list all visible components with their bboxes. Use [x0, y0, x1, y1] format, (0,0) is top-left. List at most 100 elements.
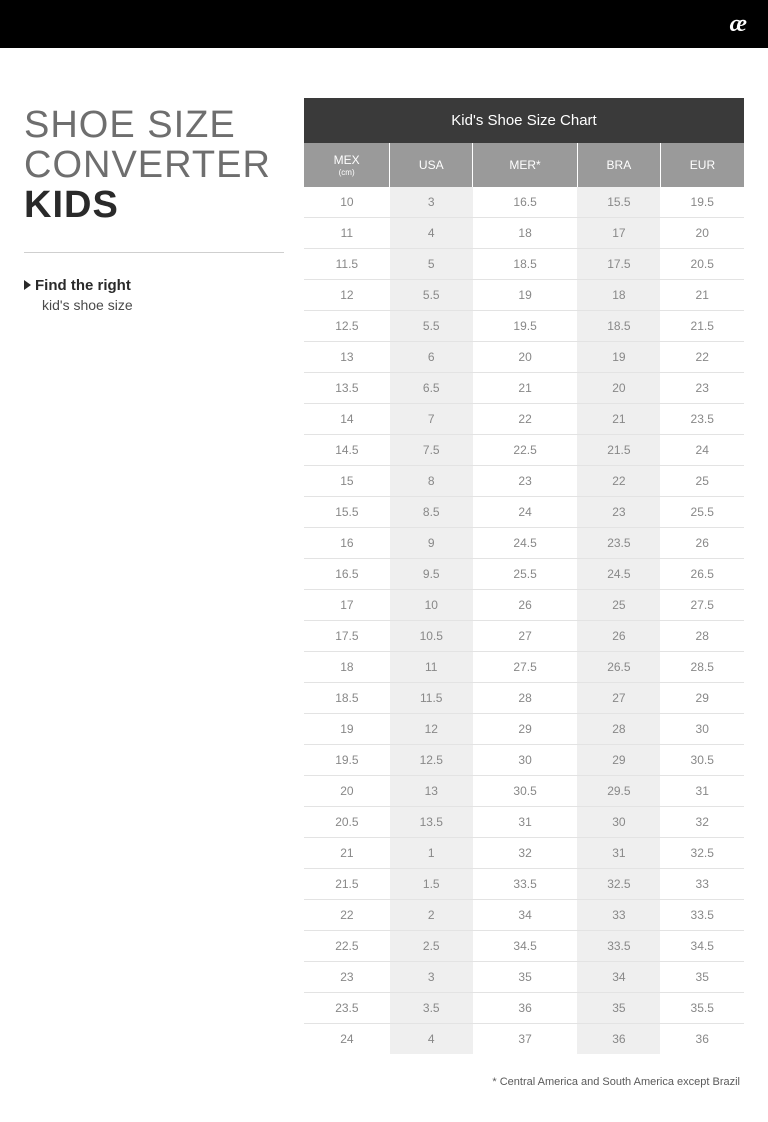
table-row: 13.56.5212023 — [304, 373, 744, 404]
triangle-icon — [24, 280, 31, 290]
table-cell: 21 — [577, 404, 660, 435]
table-row: 19.512.5302930.5 — [304, 745, 744, 776]
table-cell: 7 — [390, 404, 473, 435]
table-cell: 10.5 — [390, 621, 473, 652]
footnote: * Central America and South America exce… — [0, 1064, 768, 1112]
table-cell: 23 — [304, 962, 390, 993]
col-header: BRA — [577, 143, 660, 187]
table-cell: 27 — [577, 683, 660, 714]
table-cell: 37 — [473, 1024, 578, 1055]
table-cell: 9.5 — [390, 559, 473, 590]
table-cell: 26.5 — [660, 559, 744, 590]
table-cell: 29.5 — [577, 776, 660, 807]
col-header: MEX(cm) — [304, 143, 390, 187]
table-cell: 34 — [577, 962, 660, 993]
table-cell: 11.5 — [390, 683, 473, 714]
table-cell: 21.5 — [660, 311, 744, 342]
table-cell: 20 — [304, 776, 390, 807]
table-cell: 36 — [473, 993, 578, 1024]
table-body: 10316.515.519.511418172011.5518.517.520.… — [304, 187, 744, 1054]
table-cell: 28.5 — [660, 652, 744, 683]
table-row: 23.53.5363535.5 — [304, 993, 744, 1024]
table-cell: 28 — [473, 683, 578, 714]
left-column: SHOE SIZE CONVERTER KIDS Find the right … — [24, 98, 284, 1054]
table-cell: 29 — [577, 745, 660, 776]
table-cell: 33.5 — [473, 869, 578, 900]
table-cell: 17 — [577, 218, 660, 249]
table-cell: 20.5 — [660, 249, 744, 280]
table-cell: 12 — [304, 280, 390, 311]
table-cell: 32 — [473, 838, 578, 869]
subhead-bold: Find the right — [35, 277, 131, 294]
table-cell: 32 — [660, 807, 744, 838]
table-cell: 11 — [304, 218, 390, 249]
table-row: 18.511.5282729 — [304, 683, 744, 714]
table-cell: 35 — [473, 962, 578, 993]
table-cell: 27 — [473, 621, 578, 652]
table-cell: 23 — [473, 466, 578, 497]
table-cell: 13 — [390, 776, 473, 807]
table-row: 16.59.525.524.526.5 — [304, 559, 744, 590]
table-cell: 19 — [304, 714, 390, 745]
table-row: 211323132.5 — [304, 838, 744, 869]
table-cell: 13.5 — [304, 373, 390, 404]
table-cell: 20 — [660, 218, 744, 249]
table-cell: 8 — [390, 466, 473, 497]
table-row: 10316.515.519.5 — [304, 187, 744, 218]
table-cell: 31 — [577, 838, 660, 869]
table-cell: 17.5 — [304, 621, 390, 652]
table-cell: 27.5 — [473, 652, 578, 683]
right-column: Kid's Shoe Size Chart MEX(cm)USAMER*BRAE… — [304, 98, 744, 1054]
table-cell: 17 — [304, 590, 390, 621]
table-cell: 30 — [660, 714, 744, 745]
table-cell: 5.5 — [390, 280, 473, 311]
table-header-row: MEX(cm)USAMER*BRAEUR — [304, 143, 744, 187]
subhead-sub: kid's shoe size — [42, 296, 284, 316]
table-row: 244373636 — [304, 1024, 744, 1055]
table-cell: 25.5 — [473, 559, 578, 590]
table-cell: 21 — [473, 373, 578, 404]
table-cell: 5 — [390, 249, 473, 280]
table-cell: 19 — [473, 280, 578, 311]
table-cell: 2.5 — [390, 931, 473, 962]
table-cell: 18.5 — [304, 683, 390, 714]
table-cell: 13.5 — [390, 807, 473, 838]
table-row: 17.510.5272628 — [304, 621, 744, 652]
table-cell: 25 — [577, 590, 660, 621]
table-cell: 29 — [473, 714, 578, 745]
table-cell: 4 — [390, 218, 473, 249]
table-cell: 19.5 — [304, 745, 390, 776]
table-cell: 12.5 — [390, 745, 473, 776]
table-cell: 23.5 — [304, 993, 390, 1024]
table-row: 114181720 — [304, 218, 744, 249]
table-cell: 5.5 — [390, 311, 473, 342]
table-cell: 33.5 — [660, 900, 744, 931]
table-cell: 16.5 — [473, 187, 578, 218]
table-cell: 34.5 — [473, 931, 578, 962]
subheading: Find the right kid's shoe size — [24, 275, 284, 316]
table-cell: 10 — [304, 187, 390, 218]
table-row: 181127.526.528.5 — [304, 652, 744, 683]
table-row: 125.5191821 — [304, 280, 744, 311]
table-cell: 36 — [577, 1024, 660, 1055]
table-cell: 35 — [577, 993, 660, 1024]
table-cell: 24 — [660, 435, 744, 466]
table-cell: 7.5 — [390, 435, 473, 466]
table-cell: 23 — [577, 497, 660, 528]
table-cell: 8.5 — [390, 497, 473, 528]
table-cell: 23 — [660, 373, 744, 404]
table-cell: 22.5 — [304, 931, 390, 962]
table-row: 1912292830 — [304, 714, 744, 745]
table-row: 22.52.534.533.534.5 — [304, 931, 744, 962]
table-cell: 24 — [304, 1024, 390, 1055]
table-cell: 20 — [577, 373, 660, 404]
table-row: 158232225 — [304, 466, 744, 497]
brand-logo: æ — [730, 11, 744, 38]
table-cell: 22 — [304, 900, 390, 931]
table-cell: 19.5 — [473, 311, 578, 342]
table-cell: 28 — [577, 714, 660, 745]
table-cell: 21 — [660, 280, 744, 311]
table-cell: 34 — [473, 900, 578, 931]
table-cell: 13 — [304, 342, 390, 373]
table-cell: 18 — [473, 218, 578, 249]
